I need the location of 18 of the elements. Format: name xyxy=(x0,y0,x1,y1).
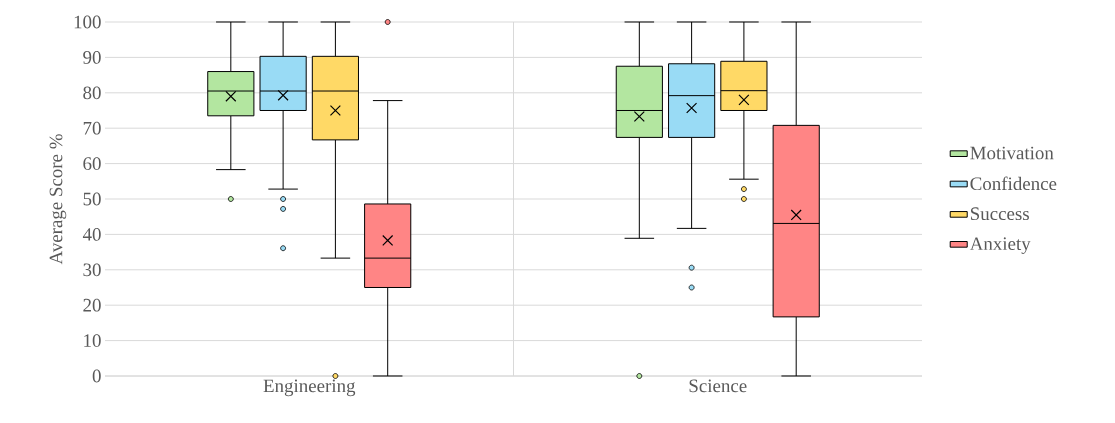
y-tick-label: 60 xyxy=(83,157,101,170)
y-tick-label: 0 xyxy=(92,369,101,383)
y-tick-label: 90 xyxy=(83,51,101,64)
x-tick-label: Engineering xyxy=(263,379,356,397)
legend-label: Success xyxy=(970,207,1029,221)
y-tick-label: 20 xyxy=(83,298,101,312)
legend-label: Motivation xyxy=(970,146,1054,160)
legend-label: Confidence xyxy=(970,176,1057,191)
y-tick-label: 10 xyxy=(84,334,101,347)
y-tick-label: 30 xyxy=(83,263,101,277)
legend-label: Anxiety xyxy=(969,237,1031,254)
x-tick-label: Science xyxy=(689,379,747,393)
y-tick-label: 40 xyxy=(82,228,101,241)
y-tick-label: 100 xyxy=(74,15,101,29)
y-tick-label: 70 xyxy=(83,121,101,135)
y-tick-label: 50 xyxy=(83,192,101,206)
y-axis-title: Average Score % xyxy=(49,134,67,265)
y-tick-label: 80 xyxy=(83,86,101,100)
